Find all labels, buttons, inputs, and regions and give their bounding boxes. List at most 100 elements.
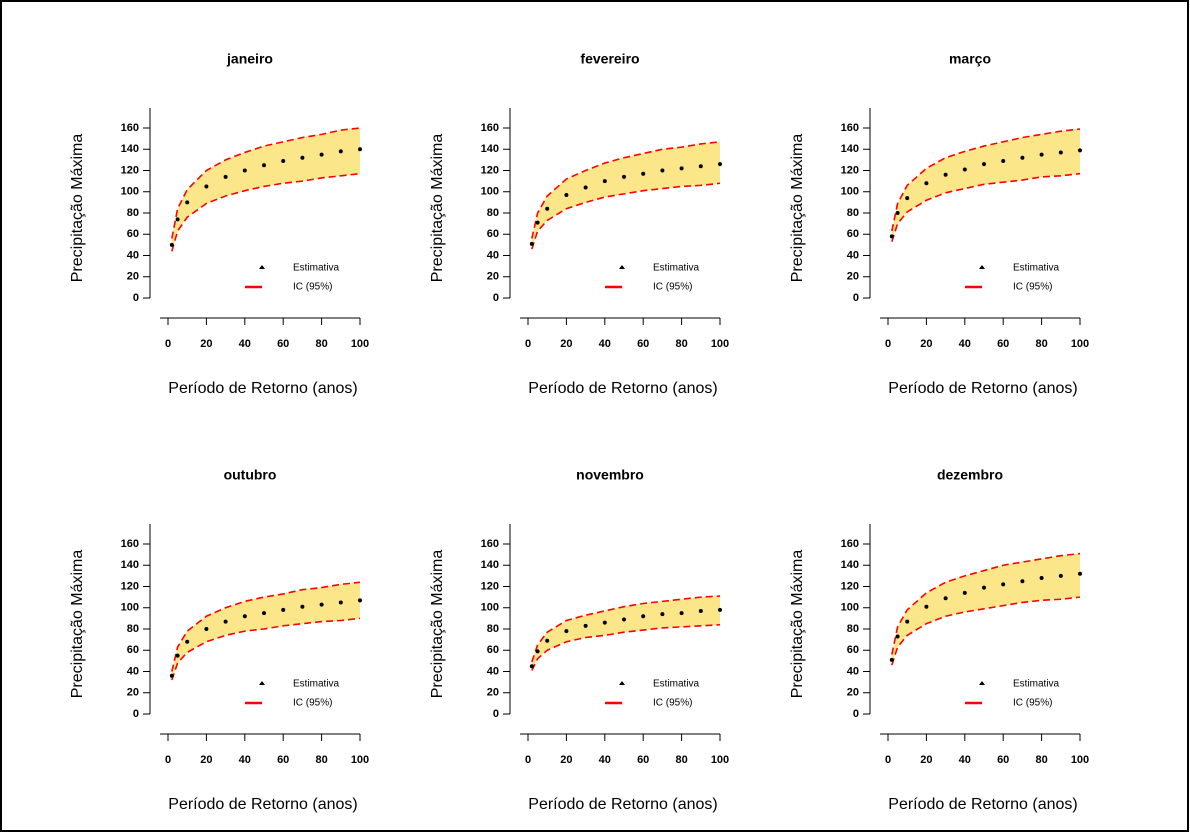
x-tick-label: 80 (675, 754, 687, 766)
y-tick-label: 20 (487, 687, 499, 699)
estimate-point (1058, 573, 1063, 578)
x-tick-label: 100 (711, 338, 729, 350)
estimate-point (529, 664, 534, 669)
estimate-point (602, 179, 607, 184)
estimate-point (338, 149, 343, 154)
y-axis-label: Precipitação Máxima (429, 134, 446, 283)
estimate-point (641, 614, 646, 619)
estimate-point (1020, 155, 1025, 160)
y-axis-label: Precipitação Máxima (789, 134, 806, 283)
estimate-point (185, 639, 190, 644)
y-tick-label: 140 (841, 559, 859, 571)
chart-title: março (949, 51, 991, 67)
y-tick-label: 100 (121, 602, 139, 614)
x-tick-label: 0 (165, 338, 171, 350)
y-tick-label: 100 (841, 602, 859, 614)
estimate-point (545, 638, 550, 643)
estimate-point (698, 164, 703, 169)
x-tick-label: 20 (200, 754, 212, 766)
estimate-point (889, 657, 894, 662)
ci-upper-line (891, 128, 1081, 232)
legend-marker (979, 265, 985, 269)
legend-label: Estimativa (293, 263, 340, 274)
estimate-point (223, 174, 228, 179)
estimate-point (319, 152, 324, 157)
x-tick-label: 60 (997, 754, 1009, 766)
estimate-point (660, 168, 665, 173)
y-tick-label: 40 (487, 665, 499, 677)
y-tick-label: 80 (487, 207, 499, 219)
estimate-point (204, 184, 209, 189)
x-tick-label: 40 (959, 338, 971, 350)
estimate-point (529, 241, 534, 246)
y-tick-label: 140 (841, 143, 859, 155)
ci-upper-line (531, 141, 721, 239)
estimate-point (564, 629, 569, 634)
y-tick-label: 160 (841, 122, 859, 134)
estimate-point (1039, 576, 1044, 580)
estimate-point (281, 607, 286, 612)
estimate-point (300, 604, 305, 609)
estimate-point (962, 590, 967, 595)
y-tick-label: 100 (481, 602, 499, 614)
estimate-point (679, 611, 684, 616)
y-tick-label: 0 (493, 708, 499, 720)
estimate-point (718, 607, 722, 612)
estimate-point (300, 155, 305, 160)
y-tick-label: 160 (481, 122, 499, 134)
x-tick-label: 0 (885, 754, 891, 766)
y-tick-label: 60 (127, 644, 139, 656)
estimate-point (718, 162, 722, 167)
x-tick-label: 20 (200, 338, 212, 350)
panel: 0 20 40 60 80 100 120 140 160 0 20 40 60 80 100 outubro… (69, 467, 369, 814)
estimate-point (1039, 152, 1044, 157)
estimate-point (895, 211, 900, 215)
y-tick-label: 60 (847, 644, 859, 656)
panel: 0 20 40 60 80 100 120 140 160 0 20 40 60 80 100 março Pe… (789, 51, 1089, 398)
legend-marker (259, 265, 265, 269)
x-tick-label: 60 (277, 754, 289, 766)
ci-band (531, 596, 720, 671)
y-tick-label: 40 (847, 249, 859, 261)
legend-label: IC (95%) (653, 282, 692, 293)
estimate-point (175, 653, 180, 658)
estimate-point (889, 234, 894, 239)
x-tick-label: 0 (525, 338, 531, 350)
estimate-point (943, 596, 948, 601)
estimate-point (622, 617, 626, 622)
y-tick-label: 0 (853, 708, 859, 720)
x-tick-label: 0 (525, 754, 531, 766)
x-tick-label: 20 (560, 338, 572, 350)
y-tick-label: 20 (127, 271, 139, 283)
panel: 0 20 40 60 80 100 120 140 160 0 20 40 60 80 100 dezembr… (789, 467, 1089, 814)
estimate-point (535, 220, 540, 225)
y-axis-label: Precipitação Máxima (789, 550, 806, 699)
y-tick-label: 0 (133, 708, 139, 720)
chart-title: fevereiro (580, 51, 639, 67)
estimate-point (1001, 158, 1006, 163)
y-tick-label: 20 (127, 687, 139, 699)
x-tick-label: 40 (599, 754, 611, 766)
y-tick-label: 100 (841, 186, 859, 198)
x-tick-label: 0 (165, 754, 171, 766)
estimate-point (1078, 148, 1082, 153)
y-tick-label: 140 (121, 143, 139, 155)
ci-lower-line (891, 172, 1081, 242)
y-tick-label: 160 (841, 538, 859, 550)
estimate-point (1001, 582, 1006, 587)
y-tick-label: 20 (487, 271, 499, 283)
y-tick-label: 80 (487, 623, 499, 635)
y-tick-label: 60 (487, 644, 499, 656)
ci-band (531, 141, 720, 250)
legend-label: Estimativa (653, 263, 700, 274)
estimate-point (545, 206, 550, 211)
legend-label: Estimativa (293, 679, 340, 690)
ci-upper-line (171, 581, 361, 672)
estimate-point (175, 217, 180, 222)
estimate-point (262, 611, 266, 616)
y-tick-label: 0 (853, 292, 859, 304)
x-tick-label: 60 (637, 754, 649, 766)
x-tick-label: 80 (315, 338, 327, 350)
ci-lower-line (531, 182, 721, 250)
estimate-point (262, 163, 266, 168)
